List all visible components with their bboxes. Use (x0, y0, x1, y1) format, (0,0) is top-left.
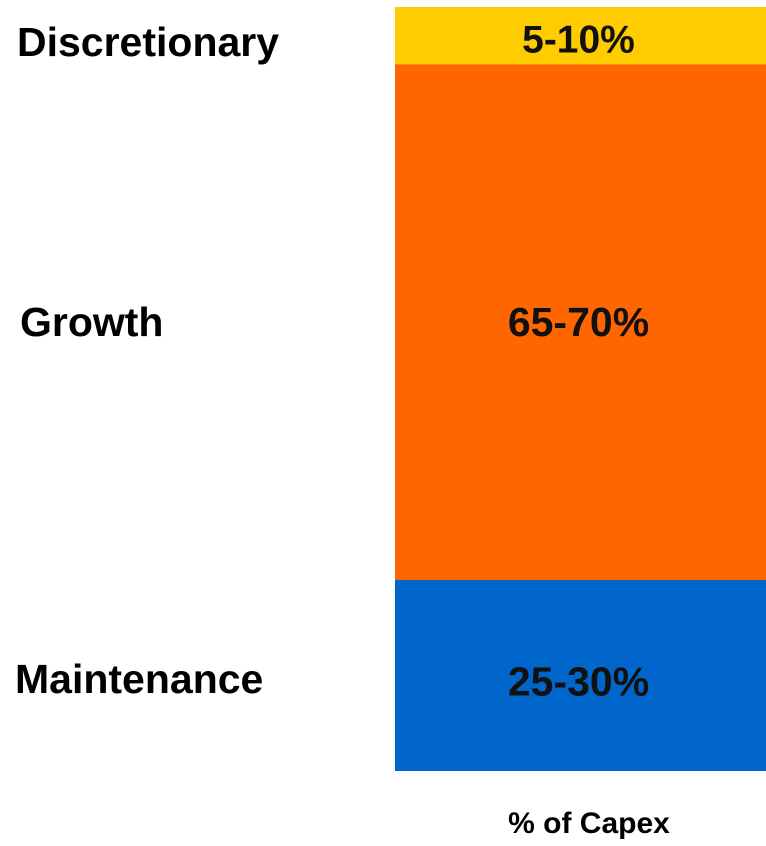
value-label-discretionary: 5-10% (522, 19, 635, 62)
x-axis-label: % of Capex (508, 807, 670, 840)
category-label-growth: Growth (20, 299, 163, 345)
bar-segment-growth (395, 64, 766, 581)
value-label-maintenance: 25-30% (508, 659, 649, 705)
bar-segment-discretionary (395, 7, 766, 65)
category-label-maintenance: Maintenance (15, 656, 263, 702)
bar-segments (395, 7, 766, 771)
bar-segment-maintenance (395, 580, 766, 771)
category-label-discretionary: Discretionary (17, 19, 279, 65)
category-labels: Discretionary Growth Maintenance (15, 19, 279, 702)
value-label-growth: 65-70% (508, 299, 649, 345)
segment-labels: 5-10% 65-70% 25-30% (508, 19, 649, 705)
